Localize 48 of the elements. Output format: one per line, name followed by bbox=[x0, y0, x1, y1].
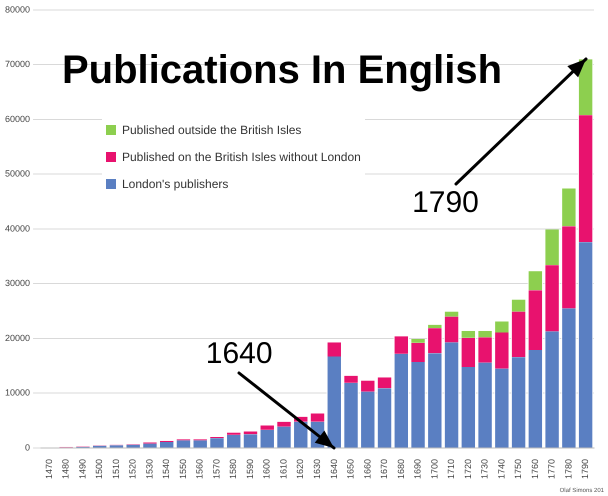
x-tick-label: 1750 bbox=[513, 458, 524, 480]
x-tick-label: 1670 bbox=[379, 458, 390, 480]
y-tick-label: 70000 bbox=[4, 59, 30, 70]
x-tick-label: 1790 bbox=[580, 458, 590, 480]
x-tick-label: 1680 bbox=[396, 458, 406, 480]
y-tick-label: 40000 bbox=[4, 223, 30, 234]
x-tick-label: 1590 bbox=[244, 458, 255, 480]
y-tick-label: 60000 bbox=[4, 114, 30, 124]
annotation: 1640 bbox=[206, 336, 273, 370]
x-tick-label: 1770 bbox=[546, 458, 557, 480]
x-tick-label: 1560 bbox=[194, 458, 205, 480]
x-tick-label: 1540 bbox=[161, 458, 172, 480]
x-tick-label: 1780 bbox=[563, 458, 574, 480]
x-tick-label: 1520 bbox=[128, 458, 138, 480]
x-tick-label: 1690 bbox=[412, 458, 423, 480]
x-tick-label: 1610 bbox=[278, 458, 288, 480]
x-tick-label: 1700 bbox=[429, 458, 440, 480]
text: Publications In English bbox=[62, 48, 502, 93]
x-tick-label: 1760 bbox=[530, 458, 540, 480]
legend-label: Published outside the British Isles bbox=[122, 122, 302, 136]
x-tick-label: 1580 bbox=[228, 458, 238, 480]
y-tick-label: 20000 bbox=[4, 332, 30, 343]
x-tick-label: 1600 bbox=[262, 458, 272, 480]
y-tick-label: 80000 bbox=[4, 4, 30, 14]
x-tick-label: 1490 bbox=[77, 458, 88, 480]
y-tick-label: 30000 bbox=[4, 278, 30, 288]
x-tick-label: 1710 bbox=[446, 458, 456, 480]
legend-label: Published on the British Isles without London bbox=[122, 150, 361, 164]
x-tick-label: 1480 bbox=[60, 458, 71, 480]
x-tick-label: 1630 bbox=[312, 458, 322, 480]
x-tick-label: 1730 bbox=[480, 458, 490, 480]
x-tick-label: 1550 bbox=[178, 458, 188, 480]
y-tick-label: 10000 bbox=[4, 388, 30, 398]
y-tick-label: 50000 bbox=[4, 168, 30, 179]
x-tick-label: 1650 bbox=[346, 458, 356, 480]
x-tick-label: 1740 bbox=[496, 458, 506, 480]
x-tick-label: 1720 bbox=[462, 458, 473, 480]
legend-label: London's publishers bbox=[122, 176, 228, 190]
annotation: 1790 bbox=[412, 186, 479, 220]
x-tick-label: 1570 bbox=[211, 458, 222, 480]
x-tick-label: 1500 bbox=[94, 458, 104, 480]
x-tick-label: 1530 bbox=[144, 458, 154, 480]
x-tick-label: 1620 bbox=[295, 458, 306, 480]
y-tick-label: 0 bbox=[25, 442, 30, 452]
x-tick-label: 1640 bbox=[328, 458, 339, 480]
x-tick-label: 1470 bbox=[44, 458, 54, 480]
x-tick-label: 1660 bbox=[362, 458, 372, 480]
x-tick-label: 1510 bbox=[110, 458, 121, 480]
